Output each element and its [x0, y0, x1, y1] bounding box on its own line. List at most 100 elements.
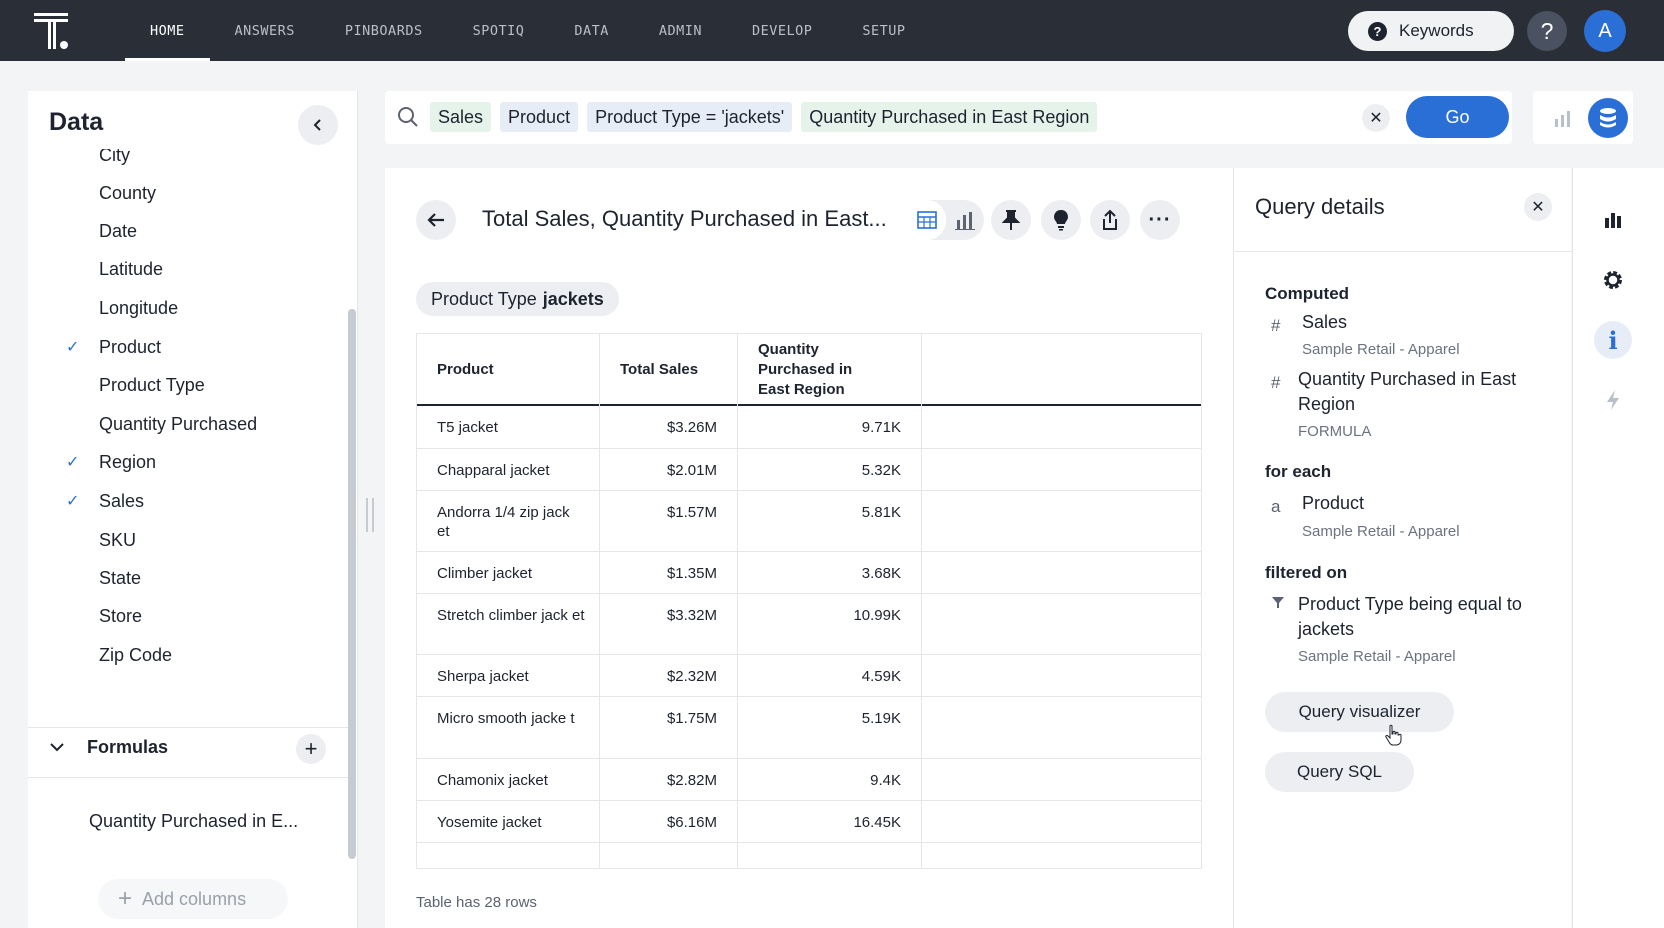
table-row[interactable]: Stretch climber jack et $3.32M 10.99K: [417, 594, 1201, 655]
nav-tab-answers[interactable]: ANSWERS: [234, 22, 295, 39]
share-button[interactable]: [1090, 200, 1130, 240]
chart-view-button[interactable]: [946, 200, 984, 240]
go-button[interactable]: Go: [1406, 96, 1509, 138]
collapse-panel-button[interactable]: [298, 105, 338, 145]
pin-button[interactable]: [991, 200, 1031, 240]
table-row[interactable]: Micro smooth jacke t $1.75M 5.19K: [417, 697, 1201, 759]
thoughtspot-logo[interactable]: [34, 13, 74, 51]
table-row[interactable]: Yosemite jacket $6.16M 16.45K: [417, 801, 1201, 843]
column-item-date[interactable]: Date: [28, 212, 338, 250]
answer-title[interactable]: Total Sales, Quantity Purchased in East.…: [482, 206, 887, 231]
divider: [28, 777, 348, 778]
nav-tab-home[interactable]: HOME: [125, 0, 210, 61]
table-row[interactable]: Climber jacket $1.35M 3.68K: [417, 552, 1201, 594]
search-token-product-type-filter[interactable]: Product Type = 'jackets': [587, 102, 793, 132]
column-item-zip-code[interactable]: Zip Code: [28, 636, 338, 674]
for-each-section-label: for each: [1265, 462, 1332, 481]
column-label: Product: [99, 336, 162, 357]
keywords-button[interactable]: ? Keywords: [1348, 11, 1514, 51]
cell-product: Andorra 1/4 zip jack et: [417, 491, 600, 551]
cell-quantity: 5.81K: [738, 491, 922, 551]
table-view-button[interactable]: [908, 200, 946, 240]
add-columns-label: Add columns: [142, 888, 247, 909]
chevron-left-icon: [313, 119, 321, 131]
column-item-latitude[interactable]: Latitude: [28, 250, 338, 288]
panel-resize-handle[interactable]: [366, 498, 374, 532]
column-item-store[interactable]: Store: [28, 597, 338, 635]
search-token-sales[interactable]: Sales: [430, 102, 492, 132]
filter-icon: [1272, 597, 1284, 608]
cell-quantity: 3.68K: [738, 552, 922, 593]
nav-tab-data[interactable]: DATA: [574, 22, 609, 39]
cell-total-sales: $3.32M: [600, 594, 738, 654]
query-visualizer-button[interactable]: Query visualizer: [1265, 692, 1454, 732]
help-button[interactable]: ?: [1527, 11, 1567, 51]
formulas-section-header[interactable]: Formulas +: [28, 728, 348, 768]
cell-total-sales: $2.32M: [600, 655, 738, 696]
data-panel-scrollbar[interactable]: [348, 309, 356, 859]
performance-button[interactable]: [1594, 381, 1632, 419]
table-row[interactable]: Chapparal jacket $2.01M 5.32K: [417, 449, 1201, 491]
column-item-county[interactable]: County: [28, 174, 338, 212]
chart-config-button[interactable]: [1594, 200, 1632, 238]
spotiq-button[interactable]: [1041, 200, 1081, 240]
question-circle-icon: ?: [1368, 21, 1387, 41]
search-token-product[interactable]: Product: [500, 102, 579, 132]
more-options-button[interactable]: ···: [1140, 200, 1180, 240]
column-item-longitude[interactable]: Longitude: [28, 289, 338, 327]
search-bar[interactable]: Sales Product Product Type = 'jackets' Q…: [385, 91, 1512, 144]
column-header-product[interactable]: Product: [417, 334, 600, 406]
right-rail: i: [1572, 168, 1664, 928]
top-nav: HOME ANSWERS PINBOARDS SPOTIQ DATA ADMIN…: [0, 0, 1664, 61]
bar-chart-icon[interactable]: [1553, 108, 1573, 128]
column-item-product[interactable]: ✓ Product: [28, 328, 338, 366]
lightning-icon: [1607, 390, 1619, 410]
for-each-item-name: Product: [1302, 493, 1365, 513]
table-row[interactable]: Andorra 1/4 zip jack et $1.57M 5.81K: [417, 491, 1201, 552]
search-tokens: Sales Product Product Type = 'jackets' Q…: [430, 102, 1098, 132]
table-row[interactable]: T5 jacket $3.26M 9.71K: [417, 406, 1201, 449]
column-item-product-type[interactable]: Product Type: [28, 366, 338, 404]
back-button[interactable]: [416, 200, 456, 240]
table-row[interactable]: Sherpa jacket $2.32M 4.59K: [417, 655, 1201, 697]
column-item-sku[interactable]: SKU: [28, 521, 338, 559]
nav-tab-pinboards[interactable]: PINBOARDS: [344, 22, 423, 39]
view-toggle: [908, 200, 984, 240]
column-item-region[interactable]: ✓ Region: [28, 443, 338, 481]
column-label: Quantity Purchased: [99, 413, 258, 434]
computed-item-source: FORMULA: [1298, 423, 1372, 440]
add-columns-button[interactable]: + Add columns: [98, 879, 288, 919]
settings-button[interactable]: [1594, 261, 1632, 299]
user-avatar[interactable]: A: [1584, 10, 1626, 52]
data-panel: Data City County Date Latitude Longitude…: [28, 91, 358, 928]
column-label: County: [99, 182, 157, 203]
clear-search-button[interactable]: ✕: [1362, 104, 1390, 132]
bar-chart-icon: [1605, 213, 1621, 228]
add-formula-button[interactable]: +: [296, 734, 326, 764]
cell-total-sales: $6.16M: [600, 801, 738, 842]
nav-tab-setup[interactable]: SETUP: [862, 22, 906, 39]
cell-empty: [417, 843, 600, 868]
search-token-quantity-east[interactable]: Quantity Purchased in East Region: [801, 102, 1098, 132]
nav-tab-spotiq[interactable]: SPOTIQ: [472, 22, 525, 39]
query-sql-button[interactable]: Query SQL: [1265, 752, 1414, 792]
data-source-button[interactable]: [1588, 98, 1628, 138]
column-item-quantity-purchased[interactable]: Quantity Purchased: [28, 405, 338, 443]
column-header-total-sales[interactable]: Total Sales: [600, 334, 738, 406]
data-column-list: City County Date Latitude Longitude ✓ Pr…: [28, 149, 338, 709]
nav-tab-develop[interactable]: DEVELOP: [752, 22, 813, 39]
query-details-title: Query details: [1255, 194, 1385, 219]
cell-quantity: 9.4K: [738, 759, 922, 800]
divider: [28, 727, 348, 728]
close-query-details-button[interactable]: ✕: [1524, 193, 1552, 221]
column-header-quantity-east[interactable]: Quantity Purchased in East Region: [738, 334, 922, 406]
filter-chip-product-type[interactable]: Product Type jackets: [416, 282, 619, 316]
column-item-city[interactable]: City: [28, 149, 338, 174]
column-item-sales[interactable]: ✓ Sales: [28, 482, 338, 520]
hand-cursor-icon: [1385, 724, 1402, 746]
formula-item[interactable]: Quantity Purchased in E...: [89, 811, 299, 831]
query-details-toggle-button[interactable]: i: [1594, 321, 1632, 359]
table-row[interactable]: Chamonix jacket $2.82M 9.4K: [417, 759, 1201, 801]
column-item-state[interactable]: State: [28, 559, 338, 597]
nav-tab-admin[interactable]: ADMIN: [658, 22, 703, 39]
